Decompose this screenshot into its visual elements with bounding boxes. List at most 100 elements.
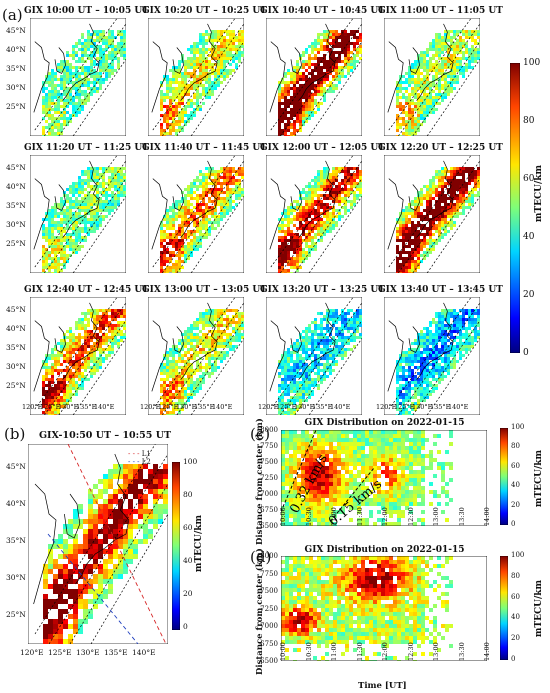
colorbar-tick: 40 [511, 481, 520, 490]
panel-c-letter: (c) [250, 425, 271, 443]
colorbar-tick: 80 [523, 116, 535, 126]
map-title: GIX 11:40 UT – 11:45 UT [142, 143, 267, 153]
map-title: GIX 13:00 UT – 13:05 UT [142, 285, 267, 295]
colorbar-tick: 40 [183, 556, 193, 565]
lat-tick: 30°N [6, 362, 26, 371]
panel-a-colorbar-label: mTECU/km [534, 165, 544, 223]
lat-tick: 35°N [6, 536, 26, 545]
x-tick: 10:00 [279, 507, 287, 526]
colorbar-tick: 40 [511, 613, 520, 622]
panel-d-letter: (d) [250, 548, 272, 566]
colorbar-tick: 60 [511, 592, 520, 601]
y-tick: 6750 [260, 639, 278, 648]
gix-map [148, 155, 244, 273]
lon-tick: 125°E [276, 403, 297, 411]
lon-tick: 120°E [22, 403, 43, 411]
colorbar-tick: 80 [183, 490, 193, 499]
lon-tick: 135°E [194, 403, 215, 411]
x-tick: 13:00 [432, 642, 440, 661]
x-tick: 12:00 [381, 642, 389, 661]
y-tick: 7750 [260, 442, 278, 450]
colorbar-tick: 0 [511, 655, 516, 663]
y-tick: 7500 [260, 587, 278, 595]
lon-tick: 135°E [430, 403, 451, 411]
colorbar-tick: 0 [523, 348, 529, 358]
panel-b-colorbar [172, 462, 180, 630]
x-tick: 11:00 [330, 642, 338, 661]
x-tick: 11:30 [355, 507, 364, 526]
x-tick: 13:00 [432, 507, 440, 526]
map-title: GIX 11:00 UT – 11:05 UT [378, 6, 503, 16]
map-title: GIX 10:00 UT – 10:05 UT [24, 6, 149, 16]
colorbar-tick: 60 [523, 174, 535, 184]
x-tick: 10:30 [304, 507, 313, 526]
lat-tick: 30°N [6, 220, 26, 229]
lat-tick: 25°N [6, 102, 26, 111]
lon-tick: 120°E [376, 403, 397, 411]
panel-c-plot [281, 430, 487, 526]
panel-d-title: GIX Distribution on 2022-01-15 [304, 545, 465, 555]
panel-a-colorbar [510, 63, 520, 353]
legend-item-l2: - - - L2 [128, 458, 151, 466]
map-title: GIX 13:20 UT – 13:25 UT [260, 285, 385, 295]
lat-tick: 45°N [6, 26, 26, 35]
x-tick: 11:00 [330, 507, 338, 526]
colorbar-tick: 100 [523, 58, 541, 68]
panel-d-colorbar-label: mTECU/km [534, 580, 544, 638]
lat-tick: 30°N [6, 83, 26, 92]
gix-map [30, 155, 126, 273]
lon-tick: 140°E [212, 403, 233, 411]
colorbar-tick: 100 [183, 457, 198, 466]
lon-tick: 125°E [40, 403, 61, 411]
colorbar-tick: 60 [183, 523, 193, 532]
y-tick: 6500 [260, 657, 278, 665]
map-title: GIX 11:20 UT – 11:25 UT [24, 143, 149, 153]
lon-tick: 135°E [76, 403, 97, 411]
panel-b-letter: (b) [4, 425, 26, 443]
y-tick: 7000 [260, 490, 278, 498]
lon-tick: 140°E [448, 403, 469, 411]
lat-tick: 25°N [6, 381, 26, 390]
colorbar-tick: 80 [511, 571, 520, 580]
colorbar-tick: 0 [183, 622, 188, 631]
lon-tick: 140°E [94, 403, 115, 411]
y-tick: 7250 [260, 604, 278, 613]
gix-map [148, 18, 244, 136]
panel-c-title: GIX Distribution on 2022-01-15 [304, 418, 465, 428]
gix-map [148, 297, 244, 415]
lon-tick: 120°E [258, 403, 279, 411]
lon-tick: 130°E [76, 648, 100, 657]
colorbar-tick: 20 [523, 290, 535, 300]
gix-map [384, 18, 480, 136]
panel-c-colorbar-label: mTECU/km [534, 450, 544, 508]
x-tick: 12:30 [406, 642, 415, 661]
x-tick: 14:00 [483, 642, 491, 661]
x-tick: 13:30 [457, 642, 466, 661]
lat-tick: 30°N [6, 573, 26, 582]
lon-tick: 125°E [158, 403, 179, 411]
y-tick: 7000 [260, 622, 278, 630]
colorbar-tick: 60 [511, 461, 520, 470]
lon-tick: 120°E [140, 403, 161, 411]
gix-map [266, 18, 362, 136]
map-title: GIX 10:40 UT – 10:45 UT [260, 6, 385, 16]
map-title: GIX 13:40 UT – 13:45 UT [378, 285, 503, 295]
lon-tick: 130°E [176, 403, 197, 411]
colorbar-tick: 20 [183, 589, 193, 598]
panel-d-colorbar [500, 556, 508, 660]
lon-tick: 120°E [20, 648, 44, 657]
y-tick: 8000 [260, 426, 278, 434]
panel-b-colorbar-label: mTECU/km [194, 515, 204, 573]
panel-a-letter: (a) [2, 6, 23, 24]
x-tick: 10:30 [304, 642, 313, 661]
x-tick: 11:30 [355, 642, 364, 661]
panel-b-map [28, 444, 168, 644]
x-tick: 14:00 [483, 507, 491, 526]
lat-tick: 45°N [6, 462, 26, 471]
map-title: GIX 10:20 UT – 10:25 UT [142, 6, 267, 16]
lon-tick: 140°E [330, 403, 351, 411]
gix-map [266, 155, 362, 273]
colorbar-tick: 20 [511, 634, 520, 643]
y-tick: 7750 [260, 569, 278, 578]
lon-tick: 135°E [312, 403, 333, 411]
